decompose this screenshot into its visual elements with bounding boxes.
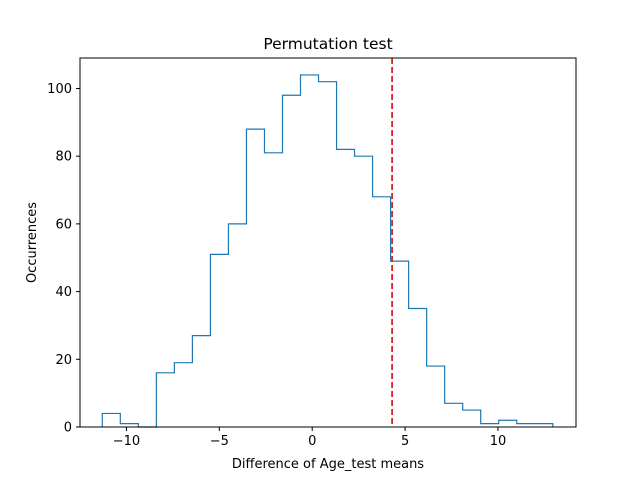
histogram-bin bbox=[337, 149, 355, 427]
histogram-bin bbox=[409, 309, 427, 427]
y-tick-label: 0 bbox=[64, 421, 72, 436]
histogram-bin bbox=[210, 254, 228, 427]
histogram-bin bbox=[246, 129, 264, 427]
x-tick-label: 5 bbox=[401, 434, 409, 449]
y-tick-label: 100 bbox=[47, 82, 72, 97]
x-tick-label: −5 bbox=[210, 434, 229, 449]
chart-title: Permutation test bbox=[263, 35, 392, 53]
histogram-bin bbox=[102, 413, 120, 427]
histogram-bin bbox=[481, 424, 499, 427]
histogram-bin bbox=[156, 373, 174, 427]
histogram-bin bbox=[174, 363, 192, 427]
histogram-bin bbox=[301, 75, 319, 427]
x-tick-label: 10 bbox=[490, 434, 507, 449]
x-axis-label: Difference of Age_test means bbox=[232, 457, 424, 472]
histogram-bin bbox=[535, 424, 553, 427]
x-tick-label: −10 bbox=[113, 434, 140, 449]
histogram-bin bbox=[391, 261, 409, 427]
x-tick-label: 0 bbox=[308, 434, 316, 449]
histogram-bin bbox=[355, 156, 373, 427]
histogram-series bbox=[101, 74, 554, 428]
y-tick-label: 60 bbox=[55, 217, 72, 232]
y-tick-label: 80 bbox=[55, 150, 72, 165]
histogram-bin bbox=[517, 424, 535, 427]
histogram-bin bbox=[319, 82, 337, 427]
histogram-bin bbox=[427, 366, 445, 427]
histogram-bin bbox=[499, 420, 517, 427]
histogram-bin bbox=[445, 403, 463, 427]
histogram-bin bbox=[463, 410, 481, 427]
y-tick-label: 20 bbox=[55, 353, 72, 368]
histogram-bin bbox=[192, 336, 210, 427]
y-axis-label: Occurrences bbox=[25, 202, 40, 283]
histogram-bin bbox=[120, 424, 138, 427]
plot-frame bbox=[79, 57, 577, 428]
histogram-bin bbox=[228, 224, 246, 427]
y-tick-label: 40 bbox=[55, 285, 72, 300]
histogram-bin bbox=[282, 95, 300, 427]
histogram-bin bbox=[373, 197, 391, 427]
histogram-bin bbox=[264, 153, 282, 427]
